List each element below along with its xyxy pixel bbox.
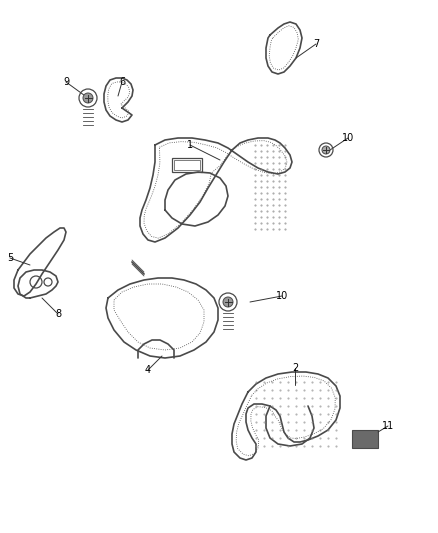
Circle shape: [322, 146, 330, 154]
Text: 4: 4: [145, 365, 151, 375]
Bar: [174, 160, 200, 170]
Text: 11: 11: [382, 421, 394, 431]
Bar: [172, 158, 202, 172]
Text: 2: 2: [292, 363, 298, 373]
Text: 7: 7: [313, 39, 319, 49]
Bar: [352, 430, 378, 448]
Text: 10: 10: [342, 133, 354, 143]
Text: 6: 6: [119, 77, 125, 87]
Circle shape: [83, 93, 93, 103]
Text: 5: 5: [7, 253, 13, 263]
Text: 10: 10: [276, 291, 288, 301]
Text: 1: 1: [187, 140, 193, 150]
Circle shape: [223, 297, 233, 307]
Text: 9: 9: [63, 77, 69, 87]
Text: 8: 8: [55, 309, 61, 319]
